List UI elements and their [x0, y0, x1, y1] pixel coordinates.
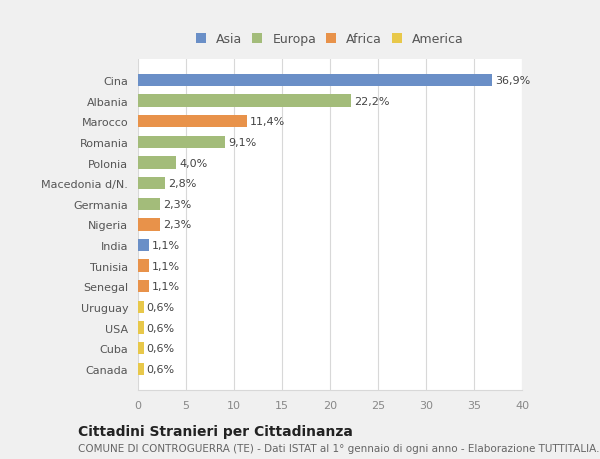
Bar — [138, 116, 247, 128]
Bar — [138, 260, 149, 272]
Bar — [138, 178, 165, 190]
Bar — [138, 157, 176, 169]
Legend: Asia, Europa, Africa, America: Asia, Europa, Africa, America — [193, 29, 467, 50]
Text: 4,0%: 4,0% — [179, 158, 208, 168]
Bar — [138, 342, 144, 354]
Bar — [138, 75, 492, 87]
Bar — [138, 301, 144, 313]
Text: 0,6%: 0,6% — [146, 302, 175, 312]
Text: 0,6%: 0,6% — [146, 323, 175, 333]
Text: 9,1%: 9,1% — [228, 138, 256, 148]
Text: 0,6%: 0,6% — [146, 364, 175, 374]
Text: 2,3%: 2,3% — [163, 220, 191, 230]
Text: 22,2%: 22,2% — [354, 96, 389, 106]
Bar — [138, 239, 149, 252]
Text: 2,8%: 2,8% — [168, 179, 196, 189]
Text: 1,1%: 1,1% — [151, 282, 179, 291]
Bar — [138, 136, 226, 149]
Bar — [138, 280, 149, 293]
Bar — [138, 198, 160, 211]
Text: 1,1%: 1,1% — [151, 241, 179, 251]
Bar — [138, 322, 144, 334]
Text: COMUNE DI CONTROGUERRA (TE) - Dati ISTAT al 1° gennaio di ogni anno - Elaborazio: COMUNE DI CONTROGUERRA (TE) - Dati ISTAT… — [78, 443, 600, 453]
Text: Cittadini Stranieri per Cittadinanza: Cittadini Stranieri per Cittadinanza — [78, 425, 353, 438]
Text: 0,6%: 0,6% — [146, 343, 175, 353]
Bar — [138, 95, 351, 107]
Text: 36,9%: 36,9% — [495, 76, 530, 86]
Text: 11,4%: 11,4% — [250, 117, 286, 127]
Text: 2,3%: 2,3% — [163, 199, 191, 209]
Text: 1,1%: 1,1% — [151, 261, 179, 271]
Bar — [138, 219, 160, 231]
Bar — [138, 363, 144, 375]
